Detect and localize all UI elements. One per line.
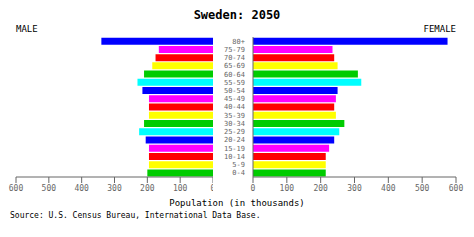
svg-text:45-49: 45-49 bbox=[224, 95, 245, 103]
html-text:Population (in thousands): Population (in thousands) bbox=[169, 198, 305, 208]
svg-text:35-39: 35-39 bbox=[224, 112, 245, 120]
svg-text:55-59: 55-59 bbox=[224, 79, 245, 87]
svg-text:100: 100 bbox=[173, 184, 188, 193]
svg-text:70-74: 70-74 bbox=[224, 54, 245, 62]
svg-text:65-69: 65-69 bbox=[224, 62, 245, 70]
svg-text:400: 400 bbox=[381, 184, 396, 193]
svg-text:80+: 80+ bbox=[232, 38, 245, 46]
svg-text:60-64: 60-64 bbox=[224, 71, 245, 79]
svg-text:25-29: 25-29 bbox=[224, 128, 245, 136]
svg-text:200: 200 bbox=[313, 184, 328, 193]
svg-text:10-14: 10-14 bbox=[224, 153, 245, 161]
svg-text:400: 400 bbox=[74, 184, 89, 193]
svg-text:75-79: 75-79 bbox=[224, 46, 245, 54]
svg-text:600: 600 bbox=[449, 184, 464, 193]
svg-text:50-54: 50-54 bbox=[224, 87, 245, 95]
svg-text:300: 300 bbox=[347, 184, 362, 193]
svg-text:100: 100 bbox=[280, 184, 295, 193]
svg-text:0: 0 bbox=[251, 184, 256, 193]
html-text:Source: U.S. Census Bureau, In: Source: U.S. Census Bureau, Internationa… bbox=[10, 211, 261, 220]
svg-text:600: 600 bbox=[9, 184, 24, 193]
svg-text:200: 200 bbox=[140, 184, 155, 193]
svg-text:0-4: 0-4 bbox=[232, 169, 245, 177]
html-text:FEMALE: FEMALE bbox=[423, 24, 456, 34]
svg-text:0: 0 bbox=[211, 184, 213, 193]
svg-text:500: 500 bbox=[415, 184, 430, 193]
html-text:Sweden: 2050: Sweden: 2050 bbox=[193, 8, 281, 22]
html-text:MALE: MALE bbox=[16, 24, 38, 34]
svg-text:20-24: 20-24 bbox=[224, 136, 245, 144]
svg-text:500: 500 bbox=[42, 184, 57, 193]
svg-text:5-9: 5-9 bbox=[232, 161, 245, 169]
svg-text:15-19: 15-19 bbox=[224, 145, 245, 153]
svg-text:300: 300 bbox=[107, 184, 122, 193]
svg-text:40-44: 40-44 bbox=[224, 103, 245, 111]
svg-text:30-34: 30-34 bbox=[224, 120, 245, 128]
